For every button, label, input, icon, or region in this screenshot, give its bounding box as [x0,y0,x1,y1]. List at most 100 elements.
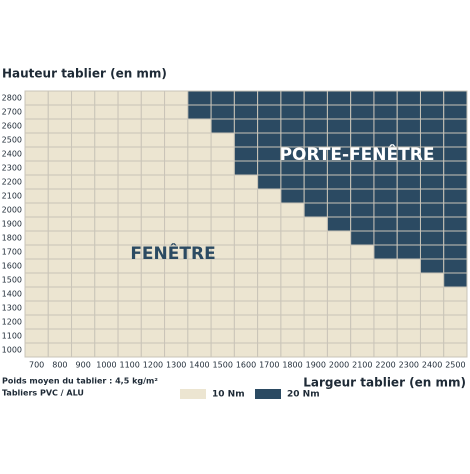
cell [71,188,96,204]
cell [396,300,421,316]
cell [210,272,235,288]
cell [350,230,375,246]
cell [71,174,96,190]
cell [187,272,212,288]
cell [443,230,468,246]
cell [280,104,305,120]
cell [257,314,282,330]
cell [303,244,328,260]
cell [326,174,352,190]
cell [117,160,142,176]
cell [94,258,119,274]
cell [94,202,119,218]
x-tick-label: 1200 [143,361,163,370]
cell [164,104,189,120]
cell [419,216,445,232]
cell [419,174,445,190]
cell [233,188,259,204]
x-tick-label: 1800 [282,361,302,370]
y-tick-label: 2300 [2,164,22,173]
cell [47,258,73,274]
x-tick-label: 800 [52,361,67,370]
cell [443,286,468,302]
cell [326,342,352,358]
cell [396,258,421,274]
cell [210,300,235,316]
cell [303,230,328,246]
cell [47,118,73,134]
cell [303,216,328,232]
y-tick-label: 2800 [2,94,22,103]
cell [443,244,468,260]
cell [303,300,328,316]
cell [233,286,259,302]
cell [419,314,445,330]
cell [140,202,166,218]
cell [71,160,96,176]
cell [257,244,282,260]
cell [257,132,282,148]
cell [117,174,142,190]
cell [164,342,189,358]
cell [187,216,212,232]
cell [71,300,96,316]
y-tick-label: 1100 [2,332,22,341]
cell [47,146,73,162]
cell [350,342,375,358]
annotation: PORTE-FENÊTRE [280,143,435,165]
cell [257,272,282,288]
cell [164,286,189,302]
x-tick-label: 700 [29,361,44,370]
cell [24,104,49,120]
cell [140,328,166,344]
cell [187,146,212,162]
cell [187,90,212,106]
cell [94,314,119,330]
cell [71,258,96,274]
cell [117,118,142,134]
cell [373,342,398,358]
cell [443,90,468,106]
cell [443,118,468,134]
cell [373,174,398,190]
cell [24,300,49,316]
cell [24,230,49,246]
cell [47,90,73,106]
cell [396,90,421,106]
cell [117,328,142,344]
cell [350,314,375,330]
cell [187,188,212,204]
cell [164,328,189,344]
cell [257,300,282,316]
cell [303,342,328,358]
cell [117,286,142,302]
cell [233,258,259,274]
cell [47,174,73,190]
note: Poids moyen du tablier : 4,5 kg/m² [2,377,158,386]
cell [140,146,166,162]
cell [47,300,73,316]
cell [280,328,305,344]
cell [257,104,282,120]
cell [94,188,119,204]
cell [94,104,119,120]
cell [71,104,96,120]
cell [326,230,352,246]
cell [24,174,49,190]
note: Tabliers PVC / ALU [2,389,84,398]
cell [140,314,166,330]
cell [140,160,166,176]
cell [140,90,166,106]
cell [164,300,189,316]
cell [419,300,445,316]
cell [117,342,142,358]
x-tick-label: 900 [76,361,91,370]
cell [140,342,166,358]
cell [326,118,352,134]
cell [117,314,142,330]
y-tick-label: 1200 [2,318,22,327]
cell [47,244,73,260]
cell [303,314,328,330]
cell [326,258,352,274]
x-tick-label: 1100 [120,361,140,370]
